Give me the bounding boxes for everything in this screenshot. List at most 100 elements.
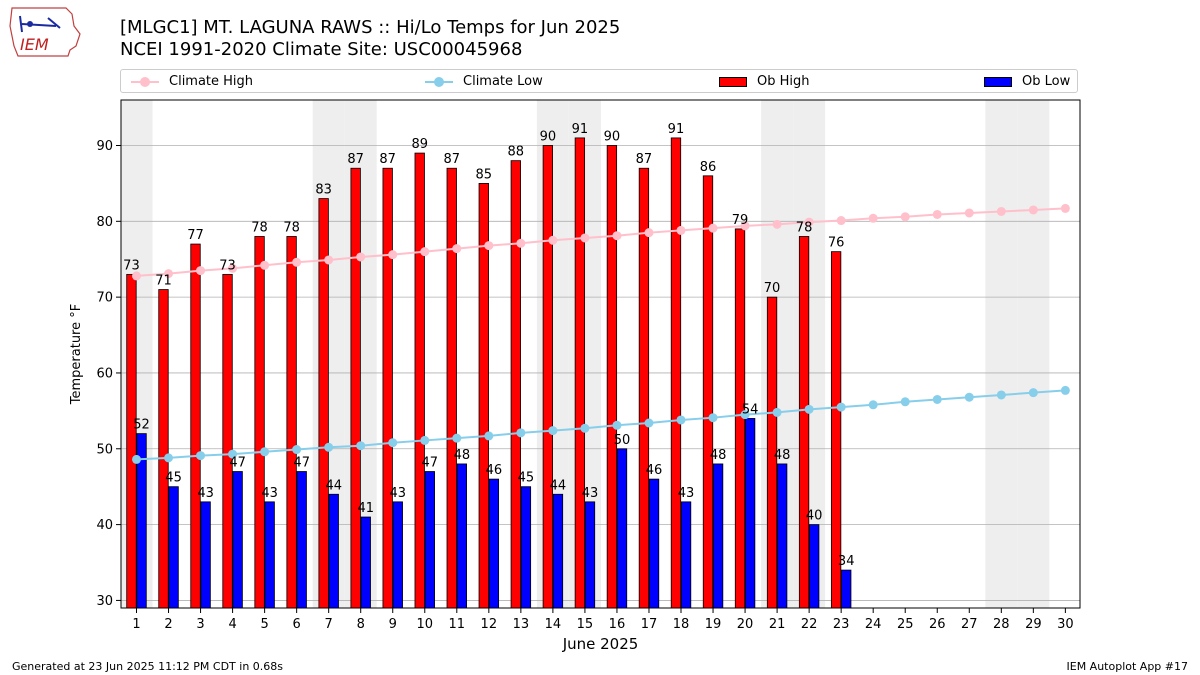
climate-low-swatch (425, 73, 453, 91)
ob-low-bar-day-3 (200, 501, 211, 609)
ob-high-label-day-14: 90 (540, 129, 557, 144)
climate-high-point-day-24 (868, 213, 878, 223)
generated-timestamp: Generated at 23 Jun 2025 11:12 PM CDT in… (12, 660, 284, 673)
climate-low-point-day-5 (260, 447, 270, 457)
climate-low-point-day-12 (484, 431, 494, 441)
ob-low-label-day-7: 44 (325, 478, 342, 493)
ob-low-bar-day-9 (392, 501, 403, 609)
title-line-1: [MLGC1] MT. LAGUNA RAWS :: Hi/Lo Temps f… (120, 17, 621, 38)
climate-high-point-day-25 (900, 212, 910, 222)
y-tick-label-90: 90 (96, 139, 113, 154)
climate-high-point-day-19 (708, 223, 718, 233)
data-labels: 73 71 77 73 78 78 83 87 87 89 87 85 88 90 91 90 87 91 86 79… (123, 122, 854, 569)
ob-low-label-day-3: 43 (197, 486, 214, 501)
climate-low-point-day-30 (1060, 385, 1070, 395)
ob-high-label-day-6: 78 (283, 220, 300, 235)
x-tick-label-25: 25 (897, 617, 914, 632)
climate-low-point-day-25 (900, 397, 910, 407)
climate-low-point-day-16 (612, 420, 622, 430)
ob-high-bar-day-5 (254, 236, 265, 609)
x-tick-label-26: 26 (929, 617, 946, 632)
ob-low-label-day-11: 48 (454, 448, 471, 463)
ob-low-label-day-20: 54 (742, 402, 759, 417)
climate-low-point-day-8 (356, 441, 366, 451)
x-tick-label-20: 20 (737, 617, 754, 632)
legend-ob-low: Ob Low (984, 73, 1070, 91)
x-tick-label-29: 29 (1025, 617, 1042, 632)
chart-title: [MLGC1] MT. LAGUNA RAWS :: Hi/Lo Temps f… (120, 17, 620, 61)
ob-low-bar-day-6 (296, 471, 307, 609)
ob-low-bar-day-2 (168, 486, 179, 609)
ob-low-bar-day-5 (264, 501, 275, 609)
ob-low-bar-day-12 (488, 478, 500, 609)
climate-high-point-day-21 (772, 219, 782, 229)
legend-ob-high: Ob High (719, 73, 810, 91)
climate-low-point-day-18 (676, 415, 686, 425)
ob-high-bar-day-2 (158, 289, 169, 609)
gridlines (121, 145, 1080, 601)
climate-low-point-day-7 (324, 442, 334, 452)
y-tick-label-50: 50 (96, 442, 113, 457)
ob-low-label-day-13: 45 (518, 471, 535, 486)
x-tick-label-11: 11 (449, 617, 466, 632)
ob-low-label-day-18: 43 (678, 486, 695, 501)
y-axis-label: Temperature °F (69, 304, 84, 405)
ob-low-bar-day-22 (809, 524, 820, 609)
weekend-band-day-28 (985, 100, 1018, 608)
ob-low-label-day-14: 44 (550, 478, 567, 493)
weekend-band-day-29 (1017, 100, 1050, 608)
ob-high-bar-day-19 (702, 175, 714, 609)
x-tick-label-19: 19 (705, 617, 722, 632)
ob-high-label-day-17: 87 (636, 152, 653, 167)
x-tick-label-27: 27 (961, 617, 978, 632)
x-tick-label-14: 14 (545, 617, 562, 632)
y-tick-label-30: 30 (96, 594, 113, 609)
ob-high-label-day-1: 73 (123, 258, 140, 273)
climate-high-point-day-13 (516, 238, 526, 248)
ob-low-label-day-23: 34 (838, 554, 855, 569)
climate-low-point-day-4 (228, 449, 238, 459)
climate-low-point-day-27 (964, 392, 974, 402)
legend-label-climate-low: Climate Low (463, 74, 543, 89)
y-tick-label-40: 40 (96, 518, 113, 533)
ob-high-bar-day-4 (222, 273, 233, 609)
ob-high-bar-day-14 (542, 145, 553, 609)
x-tick-label-9: 9 (389, 617, 397, 632)
x-tick-label-18: 18 (673, 617, 690, 632)
x-tick-label-6: 6 (293, 617, 301, 632)
climate-high-point-day-27 (964, 208, 974, 218)
weekend-shading (121, 100, 1050, 608)
ob-low-label-day-21: 48 (774, 448, 791, 463)
title-line-2: NCEI 1991-2020 Climate Site: USC00045968 (120, 39, 523, 60)
climate-high-point-day-28 (996, 206, 1006, 216)
ob-low-bar-day-21 (777, 463, 788, 609)
app-id: IEM Autoplot App #17 (1066, 660, 1189, 673)
ob-low-bar-day-14 (552, 493, 564, 609)
ob-high-label-day-7: 83 (315, 183, 332, 198)
x-tick-label-22: 22 (801, 617, 818, 632)
ob-high-label-day-21: 70 (764, 281, 781, 296)
climate-high-point-day-29 (1028, 205, 1038, 215)
x-tick-label-16: 16 (609, 617, 626, 632)
ob-high-label-day-15: 91 (572, 122, 589, 137)
climate-low-point-day-15 (580, 423, 590, 433)
y-tick-label-70: 70 (96, 291, 113, 306)
climate-high-point-day-4 (228, 263, 238, 273)
ob-low-bar-day-10 (424, 471, 435, 609)
ob-high-bar-day-9 (382, 167, 393, 609)
bars (126, 137, 852, 609)
ob-low-bar-day-11 (456, 463, 468, 609)
y-tick-label-80: 80 (96, 215, 113, 230)
climate-high-point-day-14 (548, 235, 558, 245)
climate-high-point-day-18 (676, 225, 686, 235)
climate-high-point-day-11 (452, 244, 462, 254)
x-tick-label-13: 13 (513, 617, 530, 632)
ob-low-label-day-2: 45 (165, 471, 182, 486)
climate-low-point-day-9 (388, 438, 398, 448)
x-tick-label-5: 5 (260, 617, 268, 632)
ob-high-bar-day-18 (670, 137, 682, 609)
ob-low-bar-day-19 (712, 463, 724, 609)
climate-high-point-day-1 (132, 271, 141, 281)
ob-high-bar-day-3 (190, 243, 201, 609)
ob-low-label-day-17: 46 (646, 463, 663, 478)
